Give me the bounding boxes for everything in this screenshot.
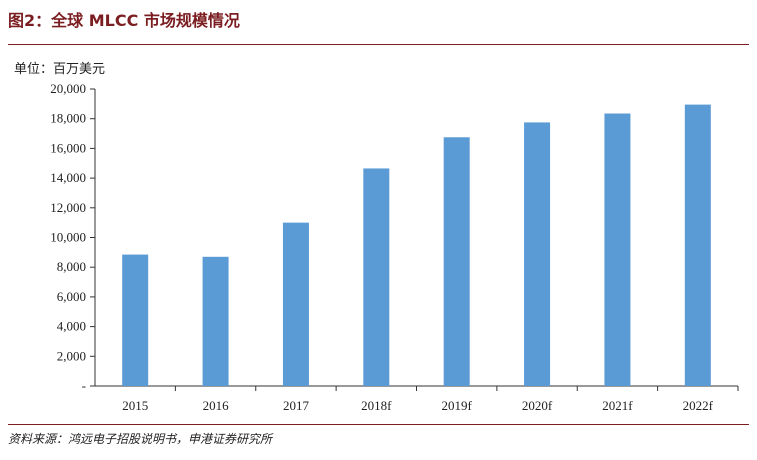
x-tick-label: 2017 — [283, 398, 310, 413]
title-divider — [8, 44, 749, 45]
y-tick-label: 20,000 — [50, 81, 86, 96]
bar-2019f — [443, 137, 470, 386]
figure-title: 图2：全球 MLCC 市场规模情况 — [8, 11, 240, 30]
source-divider — [8, 424, 749, 425]
y-tick-label: 12,000 — [50, 200, 86, 215]
y-tick-label: 14,000 — [50, 170, 86, 185]
bar-2022f — [684, 104, 711, 386]
x-tick-label: 2020f — [522, 398, 553, 413]
y-tick-label: 8,000 — [57, 259, 86, 274]
bar-chart: - 2,000 4,000 6,000 8,000 10,000 12,000 14,000 1… — [50, 81, 739, 413]
x-tick-label: 2018f — [361, 398, 392, 413]
unit-label: 单位：百万美元 — [14, 62, 106, 77]
y-tick-label: 10,000 — [50, 230, 86, 245]
x-tick-label: 2021f — [602, 398, 633, 413]
bar-2015 — [122, 254, 149, 386]
bar-2017 — [282, 222, 309, 386]
bar-2020f — [524, 122, 551, 386]
bar-2018f — [363, 168, 390, 386]
y-tick-label: 6,000 — [57, 289, 86, 304]
x-tick-label: 2016 — [203, 398, 230, 413]
y-tick-label: 16,000 — [50, 140, 86, 155]
y-tick-label: 2,000 — [57, 348, 86, 363]
y-tick-label: - — [82, 378, 86, 393]
bar-2016 — [202, 256, 229, 386]
y-tick-label: 4,000 — [57, 319, 86, 334]
x-tick-label: 2022f — [683, 398, 714, 413]
y-tick-label: 18,000 — [50, 111, 86, 126]
source-note: 资料来源：鸿远电子招股说明书，申港证券研究所 — [8, 432, 273, 446]
x-tick-label: 2015 — [122, 398, 148, 413]
bar-2021f — [604, 113, 631, 386]
x-tick-label: 2019f — [442, 398, 473, 413]
